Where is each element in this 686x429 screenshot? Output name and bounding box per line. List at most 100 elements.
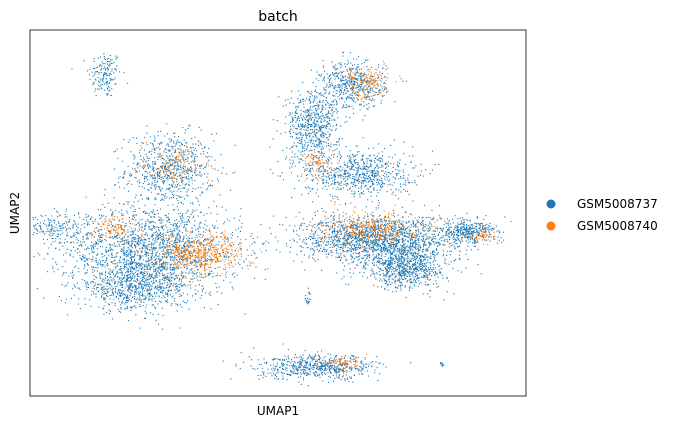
- point: [70, 237, 72, 239]
- point: [160, 238, 162, 240]
- point: [79, 308, 81, 310]
- point: [47, 228, 49, 230]
- point: [107, 291, 109, 293]
- point: [329, 75, 331, 77]
- point: [153, 215, 155, 217]
- point: [145, 252, 147, 254]
- point: [305, 132, 307, 134]
- point: [123, 259, 125, 261]
- point: [324, 80, 326, 82]
- point: [155, 230, 157, 232]
- point: [210, 212, 212, 214]
- point: [185, 183, 187, 185]
- point: [196, 241, 198, 243]
- point: [123, 297, 125, 299]
- point: [92, 271, 94, 273]
- point: [143, 238, 145, 240]
- point: [130, 279, 132, 281]
- point: [174, 245, 176, 247]
- point: [154, 286, 156, 288]
- point: [334, 86, 336, 88]
- point: [183, 245, 185, 247]
- point: [131, 290, 133, 292]
- point: [194, 157, 196, 159]
- point: [170, 251, 172, 253]
- point: [141, 295, 143, 297]
- point: [179, 293, 181, 295]
- point: [64, 216, 66, 218]
- point: [218, 241, 220, 243]
- point: [363, 62, 365, 64]
- point: [160, 232, 162, 234]
- point: [112, 261, 114, 263]
- point: [133, 277, 135, 279]
- point: [339, 98, 341, 100]
- point: [122, 214, 124, 216]
- point: [118, 241, 120, 243]
- point: [321, 151, 323, 153]
- point: [133, 250, 135, 252]
- point: [310, 125, 312, 127]
- point: [141, 223, 143, 225]
- point: [144, 238, 146, 240]
- point: [353, 159, 355, 161]
- point: [372, 90, 374, 92]
- point: [196, 275, 198, 277]
- point: [125, 272, 127, 274]
- point: [307, 135, 309, 137]
- point: [325, 90, 327, 92]
- point: [181, 143, 183, 145]
- point: [314, 116, 316, 118]
- point: [118, 269, 120, 271]
- point: [335, 123, 337, 125]
- point: [180, 252, 182, 254]
- point: [172, 268, 174, 270]
- point: [143, 264, 145, 266]
- point: [34, 225, 36, 227]
- point: [321, 175, 323, 177]
- point: [57, 216, 59, 218]
- point: [227, 238, 229, 240]
- point: [316, 145, 318, 147]
- point: [368, 180, 370, 182]
- point: [111, 62, 113, 64]
- point: [160, 141, 162, 143]
- point: [345, 116, 347, 118]
- point: [365, 98, 367, 100]
- point: [131, 307, 133, 309]
- point: [108, 283, 110, 285]
- point: [316, 114, 318, 116]
- point: [126, 301, 128, 303]
- point: [320, 152, 322, 154]
- point: [166, 123, 168, 125]
- point: [239, 242, 241, 244]
- point: [149, 222, 151, 224]
- point: [191, 168, 193, 170]
- point: [72, 225, 74, 227]
- point: [148, 157, 150, 159]
- point: [377, 174, 379, 176]
- point: [111, 271, 113, 273]
- point: [348, 96, 350, 98]
- point: [173, 245, 175, 247]
- point: [375, 176, 377, 178]
- point: [300, 154, 302, 156]
- point: [102, 288, 104, 290]
- point: [138, 185, 140, 187]
- point: [135, 264, 137, 266]
- point: [152, 168, 154, 170]
- point: [360, 159, 362, 161]
- point: [329, 79, 331, 81]
- point: [317, 104, 319, 106]
- point: [327, 176, 329, 178]
- point: [291, 146, 293, 148]
- point: [73, 284, 75, 286]
- point: [139, 294, 141, 296]
- point: [128, 248, 130, 250]
- point: [404, 182, 406, 184]
- point: [186, 211, 188, 213]
- point: [117, 276, 119, 278]
- point: [151, 294, 153, 296]
- point: [307, 141, 309, 143]
- point: [357, 92, 359, 94]
